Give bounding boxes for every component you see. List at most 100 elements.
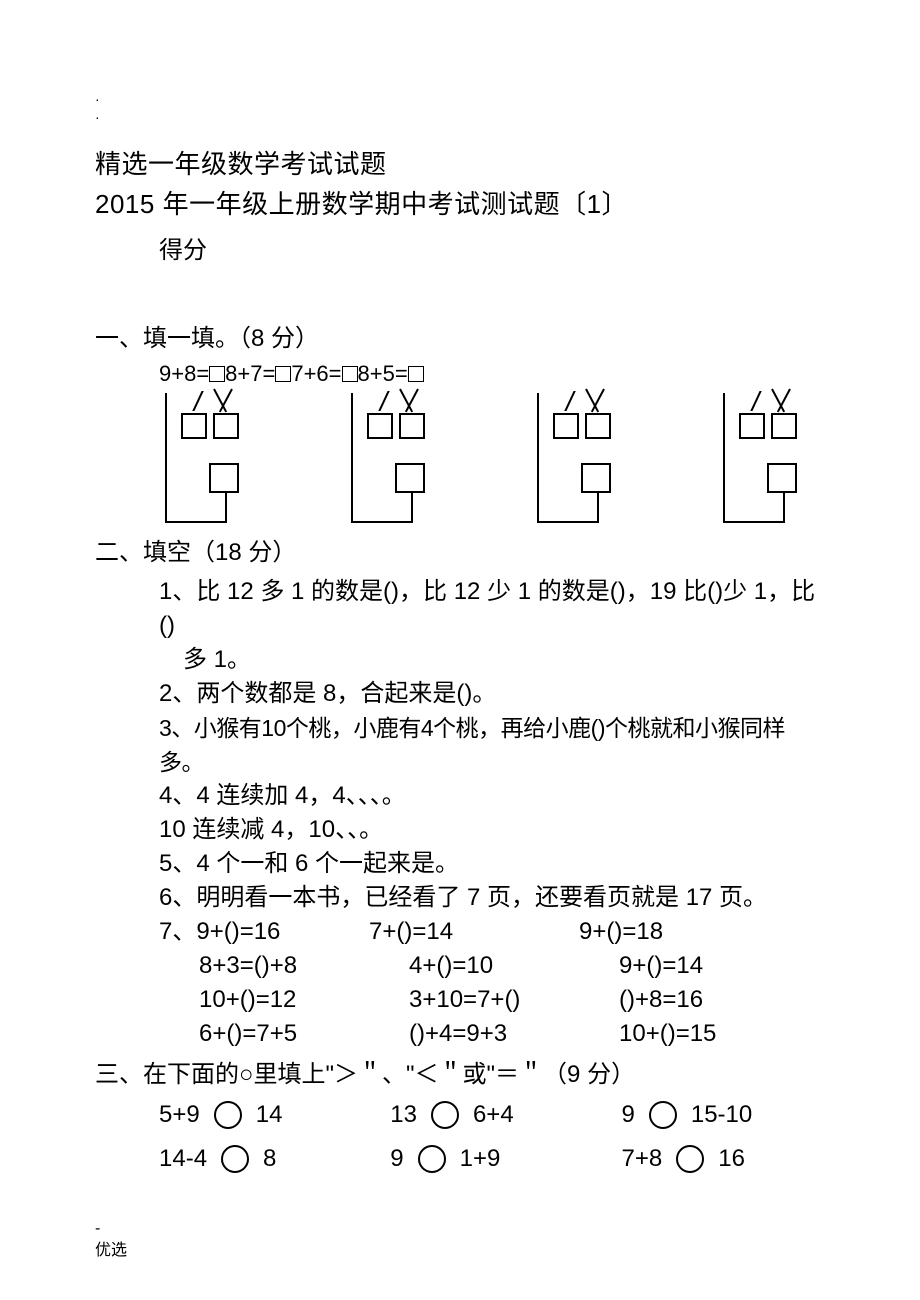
q3-rhs: 8 <box>263 1137 276 1181</box>
diagram-line <box>723 521 783 523</box>
compare-circle-icon <box>431 1101 459 1129</box>
section-2-questions: 1、比 12 多 1 的数是()，比 12 少 1 的数是()，19 比()少 … <box>95 575 825 1051</box>
diagram-slash-icon <box>585 391 615 413</box>
q3-cell: 5+9 14 <box>159 1093 390 1137</box>
q3-cell: 13 6+4 <box>390 1093 621 1137</box>
q3-lhs: 9 <box>390 1137 403 1181</box>
q3-cell: 9 15-10 <box>622 1093 826 1137</box>
section-1-heading: 一、填一填。（8 分） <box>95 321 825 357</box>
diagram-line <box>597 493 599 523</box>
answer-box-icon <box>209 366 225 382</box>
eq-cell: 10+()=12 <box>199 983 409 1017</box>
answer-box-icon <box>213 413 239 439</box>
footer: - 优选 <box>95 1218 127 1262</box>
answer-box-icon <box>771 413 797 439</box>
page: · · 精选一年级数学考试试题 2015 年一年级上册数学期中考试测试题〔1〕 … <box>0 0 920 1181</box>
section-1: 一、填一填。（8 分） 9+8=8+7=7+6=8+5= <box>95 321 825 523</box>
q2-6: 6、明明看一本书，已经看了 7 页，还要看页就是 17 页。 <box>159 881 825 915</box>
answer-box-icon <box>399 413 425 439</box>
section-2: 二、填空（18 分） 1、比 12 多 1 的数是()，比 12 少 1 的数是… <box>95 535 825 1051</box>
eq-cell: 9+()=14 <box>619 949 819 983</box>
decomposition-diagram-row <box>159 393 825 523</box>
diagram-line <box>537 521 597 523</box>
q3-rhs: 1+9 <box>460 1137 501 1181</box>
q2-1: 1、比 12 多 1 的数是()，比 12 少 1 的数是()，19 比()少 … <box>159 575 825 643</box>
answer-box-icon <box>342 366 358 382</box>
eq-cell: 10+()=15 <box>619 1017 819 1051</box>
compare-circle-icon <box>676 1145 704 1173</box>
eq-cell: ()+4=9+3 <box>409 1017 619 1051</box>
q2-2: 2、两个数都是 8，合起来是()。 <box>159 677 825 711</box>
section-2-heading: 二、填空（18 分） <box>95 535 825 571</box>
q2-7-row3: 10+()=12 3+10=7+() ()+8=16 <box>199 983 825 1017</box>
title-line-1: 精选一年级数学考试试题 <box>95 144 825 184</box>
diagram-line <box>165 521 225 523</box>
q3-row-1: 5+9 14 13 6+4 9 15-10 <box>159 1093 825 1137</box>
answer-box-icon <box>181 413 207 439</box>
section-3: 三、在下面的○里填上"＞＂、"＜＂或"＝＂（9 分） 5+9 14 13 6+4… <box>95 1057 825 1181</box>
diagram-line <box>351 393 353 521</box>
answer-box-icon <box>395 463 425 493</box>
diagram-slash-icon <box>189 391 209 411</box>
q3-lhs: 9 <box>622 1093 635 1137</box>
compare-circle-icon <box>214 1101 242 1129</box>
diagram-line <box>783 493 785 523</box>
decomposition-diagram <box>717 393 825 523</box>
answer-box-icon <box>585 413 611 439</box>
diagram-line <box>225 493 227 523</box>
diagram-slash-icon <box>375 391 395 411</box>
q2-3: 3、小猴有10个桃，小鹿有4个桃，再给小鹿()个桃就和小猴同样多。 <box>159 711 825 779</box>
q2-7-row2: 8+3=()+8 4+()=10 9+()=14 <box>199 949 825 983</box>
score-label: 得分 <box>159 230 825 265</box>
diagram-slash-icon <box>561 391 581 411</box>
eq-cell: 7、9+()=16 <box>159 915 369 949</box>
diagram-line <box>351 521 411 523</box>
decomposition-diagram <box>159 393 267 523</box>
answer-box-icon <box>553 413 579 439</box>
q2-5: 5、4 个一和 6 个一起来是。 <box>159 847 825 881</box>
q3-cell: 7+8 16 <box>622 1137 826 1181</box>
compare-circle-icon <box>418 1145 446 1173</box>
answer-box-icon <box>408 366 424 382</box>
eq-cell: 7+()=14 <box>369 915 579 949</box>
diagram-line <box>411 493 413 523</box>
title-line-2: 2015 年一年级上册数学期中考试测试题〔1〕 <box>95 184 825 224</box>
diagram-slash-icon <box>399 391 429 413</box>
q2-7-row4: 6+()=7+5 ()+4=9+3 10+()=15 <box>199 1017 825 1051</box>
diagram-slash-icon <box>771 391 801 413</box>
q3-row-2: 14-4 8 9 1+9 7+8 16 <box>159 1137 825 1181</box>
section-3-heading: 三、在下面的○里填上"＞＂、"＜＂或"＝＂（9 分） <box>95 1057 825 1093</box>
diagram-line <box>723 393 725 521</box>
q3-lhs: 5+9 <box>159 1093 200 1137</box>
diagram-slash-icon <box>213 391 243 413</box>
decomposition-diagram <box>531 393 639 523</box>
q3-cell: 14-4 8 <box>159 1137 390 1181</box>
answer-box-icon <box>739 413 765 439</box>
compare-circle-icon <box>221 1145 249 1173</box>
q3-lhs: 7+8 <box>622 1137 663 1181</box>
compare-circle-icon <box>649 1101 677 1129</box>
eq-cell: 6+()=7+5 <box>199 1017 409 1051</box>
header-dots: · · <box>95 90 825 126</box>
answer-box-icon <box>767 463 797 493</box>
q3-cell: 9 1+9 <box>390 1137 621 1181</box>
q2-7-row1: 7、9+()=16 7+()=14 9+()=18 <box>159 915 825 949</box>
footer-text: 优选 <box>95 1240 127 1262</box>
eq-cell: 8+3=()+8 <box>199 949 409 983</box>
q2-1b: 多 1。 <box>183 643 825 677</box>
eq-text: 9+8=8+7=7+6=8+5= <box>159 361 424 386</box>
eq-cell: 9+()=18 <box>579 915 779 949</box>
answer-box-icon <box>275 366 291 382</box>
answer-box-icon <box>367 413 393 439</box>
eq-cell: 4+()=10 <box>409 949 619 983</box>
q3-rhs: 15-10 <box>691 1093 752 1137</box>
q3-rhs: 16 <box>718 1137 745 1181</box>
q2-4: 4、4 连续加 4，4、、、。 <box>159 779 825 813</box>
decomposition-diagram <box>345 393 453 523</box>
answer-box-icon <box>209 463 239 493</box>
footer-dash: - <box>95 1218 127 1240</box>
section-1-equation-line: 9+8=8+7=7+6=8+5= <box>159 361 825 387</box>
q2-4b: 10 连续减 4，10、、。 <box>159 813 825 847</box>
q3-rhs: 6+4 <box>473 1093 514 1137</box>
eq-cell: 3+10=7+() <box>409 983 619 1017</box>
